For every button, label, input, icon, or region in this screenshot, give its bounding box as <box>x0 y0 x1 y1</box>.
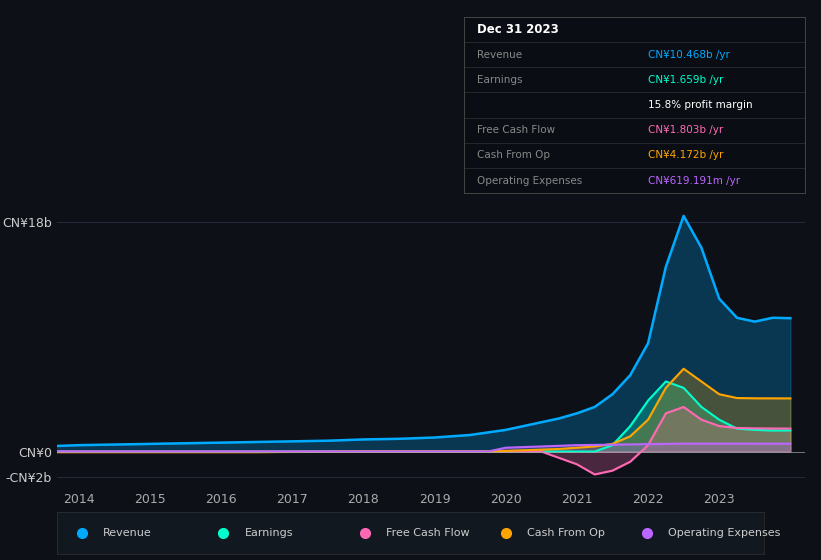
Text: Dec 31 2023: Dec 31 2023 <box>478 23 559 36</box>
Text: CN¥1.803b /yr: CN¥1.803b /yr <box>648 125 723 135</box>
Text: Cash From Op: Cash From Op <box>478 151 551 160</box>
Text: CN¥619.191m /yr: CN¥619.191m /yr <box>648 176 740 185</box>
Text: Earnings: Earnings <box>478 75 523 85</box>
Text: CN¥10.468b /yr: CN¥10.468b /yr <box>648 50 730 59</box>
Text: CN¥1.659b /yr: CN¥1.659b /yr <box>648 75 723 85</box>
Text: 15.8% profit margin: 15.8% profit margin <box>648 100 753 110</box>
Text: Operating Expenses: Operating Expenses <box>478 176 583 185</box>
Text: Operating Expenses: Operating Expenses <box>668 529 781 538</box>
Text: Free Cash Flow: Free Cash Flow <box>478 125 556 135</box>
Text: Revenue: Revenue <box>478 50 523 59</box>
Text: Free Cash Flow: Free Cash Flow <box>386 529 470 538</box>
Text: Revenue: Revenue <box>103 529 152 538</box>
Text: CN¥4.172b /yr: CN¥4.172b /yr <box>648 151 723 160</box>
Text: Earnings: Earnings <box>245 529 293 538</box>
Text: Cash From Op: Cash From Op <box>527 529 605 538</box>
